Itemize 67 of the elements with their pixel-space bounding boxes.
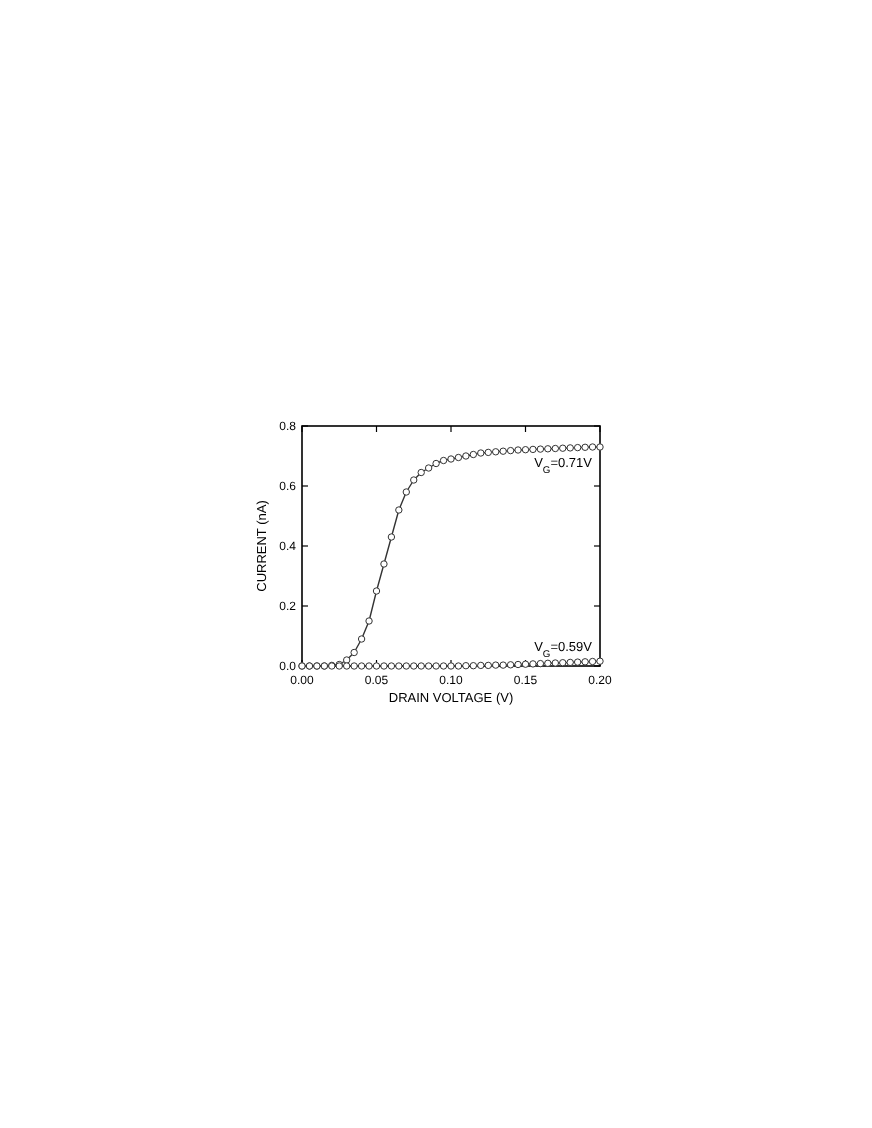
point: [536, 659, 545, 668]
point: [499, 447, 507, 455]
point: [350, 648, 358, 657]
point: [402, 662, 410, 670]
point: [521, 446, 530, 454]
point: [477, 449, 485, 457]
point: [469, 450, 478, 459]
point: [462, 452, 470, 460]
point: [484, 661, 492, 670]
point: [588, 443, 597, 451]
point: [573, 443, 582, 452]
point: [395, 662, 403, 670]
point: [596, 443, 604, 451]
point: [365, 617, 373, 625]
point: [544, 445, 552, 453]
point: [514, 660, 522, 669]
point: [454, 453, 463, 462]
point: [588, 657, 597, 666]
point: [529, 445, 537, 454]
point: [357, 662, 366, 670]
point: [424, 662, 433, 670]
point: [529, 660, 537, 668]
point: [372, 587, 381, 595]
point: [454, 662, 463, 670]
point: [536, 445, 545, 453]
point: [566, 658, 574, 667]
point: [544, 659, 552, 667]
point: [350, 662, 358, 670]
point: [410, 476, 418, 484]
point: [410, 662, 418, 670]
point: [343, 662, 351, 670]
point: [559, 659, 567, 667]
point: [432, 662, 440, 670]
point: [492, 661, 500, 669]
point: [343, 656, 351, 664]
point: [395, 506, 403, 514]
point: [328, 662, 336, 670]
point: [357, 635, 366, 643]
point: [492, 448, 500, 456]
point: [499, 661, 507, 669]
point: [581, 443, 589, 451]
point: [551, 659, 559, 667]
point: [447, 455, 455, 463]
point: [559, 444, 567, 452]
point: [387, 662, 396, 670]
point: [387, 533, 396, 541]
point: [424, 464, 433, 472]
point: [417, 662, 425, 670]
point: [380, 662, 388, 670]
point: [506, 446, 515, 455]
point: [439, 456, 448, 465]
point: [477, 661, 485, 670]
point: [417, 468, 425, 477]
point: [514, 446, 522, 454]
point: [551, 444, 559, 453]
point: [566, 444, 574, 452]
point: [432, 459, 440, 468]
point: [439, 662, 448, 670]
point: [506, 661, 515, 669]
point: [573, 658, 582, 666]
point: [484, 448, 492, 457]
point: [469, 662, 478, 670]
point: [581, 658, 589, 666]
point: [365, 662, 373, 670]
point: [462, 662, 470, 670]
point: [402, 488, 410, 496]
point: [380, 560, 388, 568]
